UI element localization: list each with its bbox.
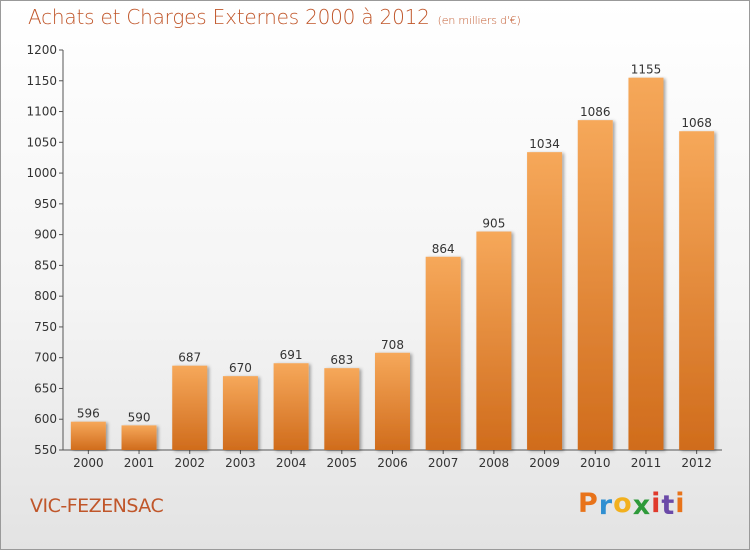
logo-letter: t <box>661 490 676 521</box>
y-tick-label: 1150 <box>26 74 57 88</box>
x-tick-label-2003: 2003 <box>225 456 256 470</box>
logo-letter: x <box>632 490 652 521</box>
logo-letter: i <box>675 488 686 519</box>
x-tick-label-2005: 2005 <box>327 456 358 470</box>
data-label-2004: 691 <box>280 348 303 362</box>
bar-2010 <box>577 120 613 451</box>
bars <box>70 77 715 451</box>
bar-2008 <box>476 231 512 450</box>
bar-2006 <box>375 352 410 450</box>
y-tick-label: 850 <box>34 258 57 272</box>
data-label-2007: 864 <box>432 242 455 256</box>
x-tick-label-2002: 2002 <box>174 456 205 470</box>
y-tick-label: 650 <box>34 381 57 395</box>
logo-letter: r <box>598 490 614 521</box>
data-label-2006: 708 <box>381 338 404 352</box>
chart-title: Achats et Charges Externes 2000 à 2012 (e… <box>28 5 521 29</box>
commune-name: VIC-FEZENSAC <box>30 495 164 517</box>
logo-letter: i <box>651 488 662 519</box>
axes: 550 600 650 700 750 800 850 900 950 1000 1050 1100 1… <box>26 43 722 470</box>
x-tick-label-2009: 2009 <box>529 456 560 470</box>
y-tick-label: 700 <box>34 351 57 365</box>
data-label-2000: 596 <box>77 407 100 421</box>
bar-2001 <box>121 425 157 450</box>
y-tick-label: 1200 <box>26 43 57 57</box>
data-label-2008: 905 <box>482 217 505 231</box>
x-tick-label-2008: 2008 <box>479 456 510 470</box>
bar-2009 <box>527 152 563 450</box>
x-tick-label-2012: 2012 <box>681 456 712 470</box>
data-label-2001: 590 <box>128 410 151 424</box>
x-tick-label-2006: 2006 <box>377 456 408 470</box>
logo-letter: P <box>578 488 599 519</box>
data-label-2002: 687 <box>178 351 201 365</box>
data-label-2003: 670 <box>229 361 252 375</box>
bar-2011 <box>628 77 664 450</box>
x-tick-label-2011: 2011 <box>631 456 662 470</box>
bar-2007 <box>425 256 461 450</box>
y-tick-label: 950 <box>34 197 57 211</box>
bar-2000 <box>70 421 106 450</box>
x-tick-label-2000: 2000 <box>73 456 104 470</box>
data-label-2012: 1068 <box>681 116 712 130</box>
y-tick-label: 1000 <box>26 166 57 180</box>
y-tick-label: 750 <box>34 320 57 334</box>
x-tick-label-2004: 2004 <box>276 456 307 470</box>
title-unit: (en milliers d'€) <box>437 14 521 27</box>
x-tick-label-2007: 2007 <box>428 456 459 470</box>
logo-letter: o <box>613 488 633 519</box>
data-label-2011: 1155 <box>631 63 662 77</box>
y-tick-label: 600 <box>34 412 57 426</box>
bar-2003 <box>222 376 258 450</box>
data-label-2010: 1086 <box>580 105 611 119</box>
y-tick-label: 550 <box>34 443 57 457</box>
proxiti-logo: Proxiti <box>578 488 686 521</box>
y-tick-label: 1050 <box>26 135 57 149</box>
data-label-2005: 683 <box>330 353 353 367</box>
data-label-2009: 1034 <box>529 137 560 151</box>
y-tick-label: 900 <box>34 228 57 242</box>
bar-2002 <box>172 365 208 450</box>
title-text: Achats et Charges Externes 2000 à 2012 <box>28 5 430 29</box>
x-tick-label-2010: 2010 <box>580 456 611 470</box>
bar-2005 <box>324 368 360 450</box>
bar-2012 <box>679 131 715 450</box>
bar-2004 <box>273 363 309 450</box>
x-tick-label-2001: 2001 <box>124 456 155 470</box>
data-labels: 596 590 687 670 691 683 708 864 905 1034 1086 1155 1… <box>77 63 712 425</box>
y-tick-label: 800 <box>34 289 57 303</box>
y-tick-label: 1100 <box>26 105 57 119</box>
